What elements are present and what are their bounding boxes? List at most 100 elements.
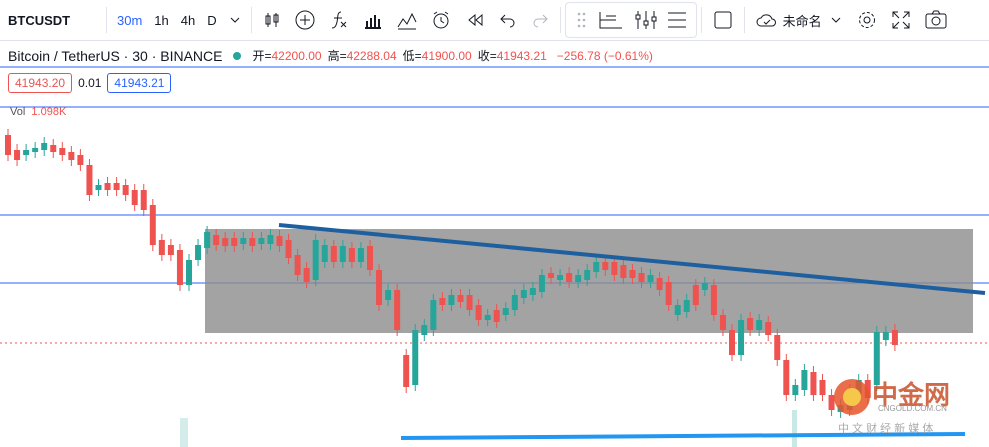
ohlc-label: 收= — [477, 49, 497, 63]
layout-button[interactable]: 未命名 — [749, 0, 850, 40]
symbol-title: Bitcoin / TetherUS · 30 · BINANCE — [8, 47, 223, 64]
add-indicator-button[interactable] — [288, 0, 322, 40]
candle-body — [475, 305, 482, 320]
candle-body — [538, 275, 545, 292]
compare-button[interactable] — [390, 0, 424, 40]
candle-body — [294, 255, 301, 275]
candle-body — [529, 288, 536, 295]
candle-body — [548, 273, 554, 278]
alert-button[interactable] — [424, 0, 458, 40]
indicators-button[interactable] — [322, 0, 356, 40]
icon — [499, 14, 515, 28]
candle-body — [891, 330, 898, 345]
candle-body — [611, 262, 618, 275]
candle-body — [593, 262, 600, 272]
candle-body — [575, 275, 582, 282]
candle-body — [357, 248, 364, 262]
candle-body — [68, 152, 75, 160]
candle-body — [520, 290, 527, 298]
drawing-toolbar[interactable] — [564, 2, 697, 38]
ohlc-value: 42288.04 — [346, 49, 397, 63]
candle-body — [774, 335, 781, 360]
fullscreen-select-button[interactable] — [706, 0, 740, 40]
candle-body — [348, 248, 355, 262]
candle-body — [186, 260, 192, 285]
icon — [533, 14, 548, 28]
timeframe-button[interactable]: D — [207, 12, 217, 28]
trend-line — [278, 223, 986, 295]
candle-body — [557, 275, 564, 280]
icon — [364, 15, 381, 29]
candle-body — [104, 183, 111, 190]
candle-body — [312, 240, 319, 280]
candle-body — [656, 278, 663, 290]
icon — [467, 13, 483, 27]
settings-button[interactable] — [850, 0, 884, 40]
watermark-url: CNGOLD.COM.CN — [878, 404, 947, 413]
icon — [858, 12, 875, 28]
timeframe-button[interactable]: 30m — [117, 12, 143, 28]
candle-body — [231, 238, 238, 246]
candle-body — [430, 300, 437, 330]
candle-body — [602, 262, 609, 270]
chart-type-button[interactable] — [256, 0, 288, 40]
candle-body — [23, 150, 30, 155]
candle-body — [421, 325, 428, 335]
timeframe-button[interactable]: 1h — [154, 12, 169, 28]
ohlc-label: 高= — [327, 49, 347, 63]
candle-body — [385, 290, 392, 300]
screenshot-button[interactable] — [918, 0, 954, 40]
redo-button[interactable] — [524, 0, 556, 40]
volume-legend: Vol 1.098K — [10, 106, 66, 118]
timeframe-dropdown[interactable] — [223, 0, 247, 40]
candle-body — [367, 246, 373, 270]
icon — [756, 14, 776, 27]
icon — [331, 11, 346, 29]
buy-price[interactable]: 41943.21 — [107, 73, 172, 93]
candle-body — [41, 143, 48, 150]
fullscreen-button[interactable] — [884, 0, 918, 40]
replay-button[interactable] — [458, 0, 492, 40]
icon — [397, 12, 417, 30]
candle-body — [674, 305, 681, 315]
volume-bar — [180, 418, 188, 447]
icon — [433, 11, 449, 29]
financials-button[interactable] — [356, 0, 390, 40]
symbol-button[interactable]: BTCUSDT — [8, 12, 71, 28]
candle-body — [647, 275, 654, 282]
ohlc-value: 41943.21 — [496, 49, 547, 63]
candle-body — [213, 235, 220, 245]
watermark-logo — [843, 388, 861, 406]
candle-body — [439, 298, 446, 305]
candle-body — [303, 268, 310, 282]
candle-body — [77, 155, 84, 165]
sell-price[interactable]: 41943.20 — [8, 73, 73, 93]
candle-body — [32, 148, 39, 152]
candle-body — [376, 270, 383, 305]
candle-body — [249, 238, 256, 246]
candle-body — [321, 245, 328, 262]
candle-body — [566, 273, 573, 282]
timeframe-button[interactable]: 4h — [180, 12, 196, 28]
candle-body — [394, 290, 401, 330]
candle-body — [810, 372, 817, 395]
candle-body — [701, 283, 708, 290]
candle-body — [258, 238, 265, 244]
candle-body — [638, 273, 645, 282]
separator — [743, 7, 745, 33]
candle-body — [502, 308, 509, 315]
candle-body — [412, 330, 419, 385]
candle-body — [819, 380, 826, 395]
candle-body — [131, 190, 138, 205]
undo-button[interactable] — [492, 0, 524, 40]
candle-body — [792, 385, 799, 395]
candle-body — [5, 135, 11, 155]
candle-body — [756, 320, 763, 330]
candle-body — [873, 332, 880, 385]
support-line — [400, 432, 966, 440]
candle-body — [122, 185, 129, 195]
icon — [892, 11, 910, 29]
volume-bar — [792, 410, 797, 447]
separator — [250, 7, 252, 33]
watermark-slogan: 中 文 财 经 新 媒 体 — [838, 423, 934, 435]
